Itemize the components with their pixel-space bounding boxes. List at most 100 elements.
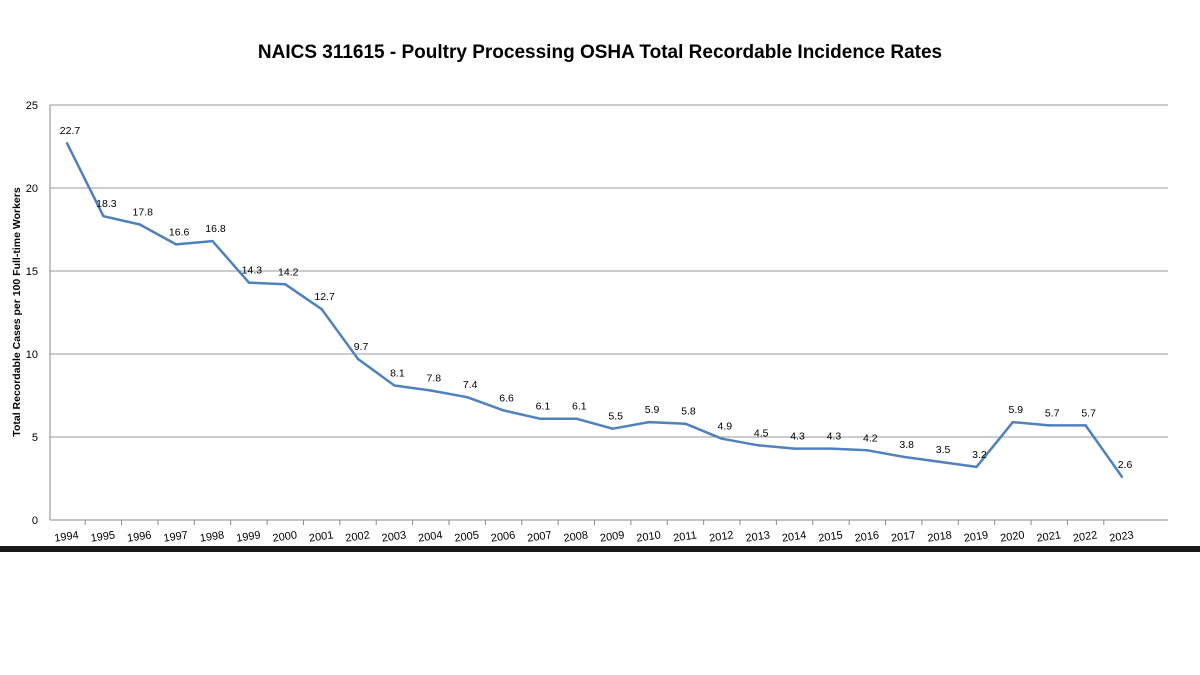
x-tick-label: 1996	[126, 529, 152, 544]
x-tick-label: 1995	[90, 529, 116, 544]
data-point	[138, 223, 141, 226]
x-tick-label: 1999	[236, 529, 262, 544]
data-label: 14.2	[278, 266, 299, 278]
data-label: 5.9	[645, 404, 660, 416]
data-label: 6.6	[499, 392, 514, 404]
data-label: 3.8	[899, 439, 914, 451]
axes	[49, 105, 1168, 525]
x-tick-label: 2001	[308, 529, 334, 544]
data-point	[1084, 424, 1087, 427]
data-point	[247, 281, 251, 284]
x-tick-label: 2007	[527, 529, 553, 544]
x-tick-label: 2009	[599, 529, 625, 544]
y-tick-label: 25	[26, 100, 38, 112]
x-tick-label: 2004	[417, 529, 443, 544]
x-tick-labels: 1994 1995 1996 1997 1998 1999 2000 2001 2002 2003…	[54, 529, 1135, 544]
data-point	[429, 389, 432, 392]
data-label: 6.1	[536, 401, 551, 413]
data-label: 2.6	[1118, 459, 1133, 471]
data-label: 22.7	[60, 125, 81, 137]
x-tick-label: 2013	[745, 529, 771, 544]
data-point	[320, 307, 323, 311]
data-label: 3.5	[936, 444, 951, 456]
data-point	[465, 395, 469, 399]
data-point	[975, 465, 978, 469]
x-tick-label: 2020	[999, 529, 1025, 544]
data-label: 4.5	[754, 427, 769, 439]
x-tick-label: 2011	[672, 529, 697, 544]
data-point	[575, 417, 578, 420]
data-label: 8.1	[390, 368, 405, 380]
series-rates	[65, 141, 1124, 479]
data-label: 4.3	[827, 431, 842, 443]
y-tick-label: 5	[32, 432, 38, 444]
data-label: 5.8	[681, 406, 696, 418]
x-tick-label: 1998	[199, 529, 225, 544]
data-label: 4.2	[863, 432, 878, 444]
y-tick-label: 10	[26, 349, 38, 361]
x-tick-label: 2015	[818, 529, 844, 544]
data-label: 3.2	[972, 449, 987, 461]
data-point	[284, 283, 287, 286]
x-tick-label: 2021	[1036, 529, 1062, 544]
x-tick-label: 2017	[890, 529, 916, 544]
x-tick-label: 2023	[1109, 529, 1135, 544]
chart-title: NAICS 311615 - Poultry Processing OSHA T…	[258, 42, 942, 63]
x-tick-label: 2005	[454, 529, 480, 544]
x-tick-label: 2003	[381, 529, 407, 544]
data-point	[720, 437, 724, 440]
data-point	[938, 460, 942, 464]
series-line	[65, 142, 1124, 478]
data-label: 4.3	[790, 431, 805, 443]
x-tick-label: 2022	[1072, 529, 1098, 544]
data-point	[757, 444, 760, 447]
x-tick-label: 2018	[927, 529, 953, 544]
data-label: 5.7	[1081, 407, 1096, 419]
x-tick-label: 2010	[636, 529, 662, 544]
data-point	[502, 409, 505, 412]
x-tick-label: 2006	[490, 529, 516, 544]
data-point	[211, 239, 214, 243]
data-point	[538, 417, 542, 420]
gridlines	[50, 104, 1168, 438]
data-label: 5.7	[1045, 407, 1060, 419]
y-tick-label: 20	[26, 183, 38, 195]
y-tick-labels: 0 5 10 15 20 25	[26, 100, 38, 527]
data-labels: 22.7 18.3 17.8 16.6 16.8 14.3 14.2 12.7 9.7 8.1 7.…	[60, 125, 1133, 471]
data-label: 16.8	[205, 223, 226, 235]
data-point	[647, 420, 651, 424]
data-label: 14.3	[242, 265, 263, 277]
data-label: 7.8	[426, 373, 441, 385]
data-label: 18.3	[96, 198, 117, 210]
data-point	[1120, 475, 1124, 479]
data-point	[393, 384, 396, 387]
y-tick-label: 0	[32, 515, 38, 527]
data-point	[684, 422, 687, 425]
x-tick-label: 2008	[563, 529, 589, 544]
y-tick-label: 15	[26, 266, 38, 278]
data-label: 12.7	[314, 291, 335, 303]
data-label: 16.6	[169, 226, 190, 238]
data-point	[174, 243, 178, 246]
x-tick-label: 2014	[781, 529, 807, 544]
x-tick-label: 1997	[163, 529, 189, 544]
data-label: 7.4	[463, 379, 478, 391]
y-axis-label: Total Recordable Cases per 100 Full-time…	[11, 187, 23, 437]
x-tick-label: 2002	[345, 529, 371, 544]
x-tick-label: 2019	[963, 529, 989, 544]
data-label: 5.5	[608, 411, 623, 423]
data-label: 9.7	[354, 341, 369, 353]
data-point	[1011, 420, 1015, 424]
data-label: 5.9	[1009, 404, 1024, 416]
x-tick-label: 2000	[272, 529, 298, 544]
data-point	[829, 447, 833, 450]
data-label: 17.8	[133, 207, 154, 219]
x-tick-label: 2016	[854, 529, 880, 544]
x-tick-label: 1994	[54, 529, 80, 544]
data-point	[1048, 424, 1051, 427]
data-point	[356, 357, 360, 361]
data-point	[866, 449, 869, 452]
data-point	[102, 215, 105, 218]
